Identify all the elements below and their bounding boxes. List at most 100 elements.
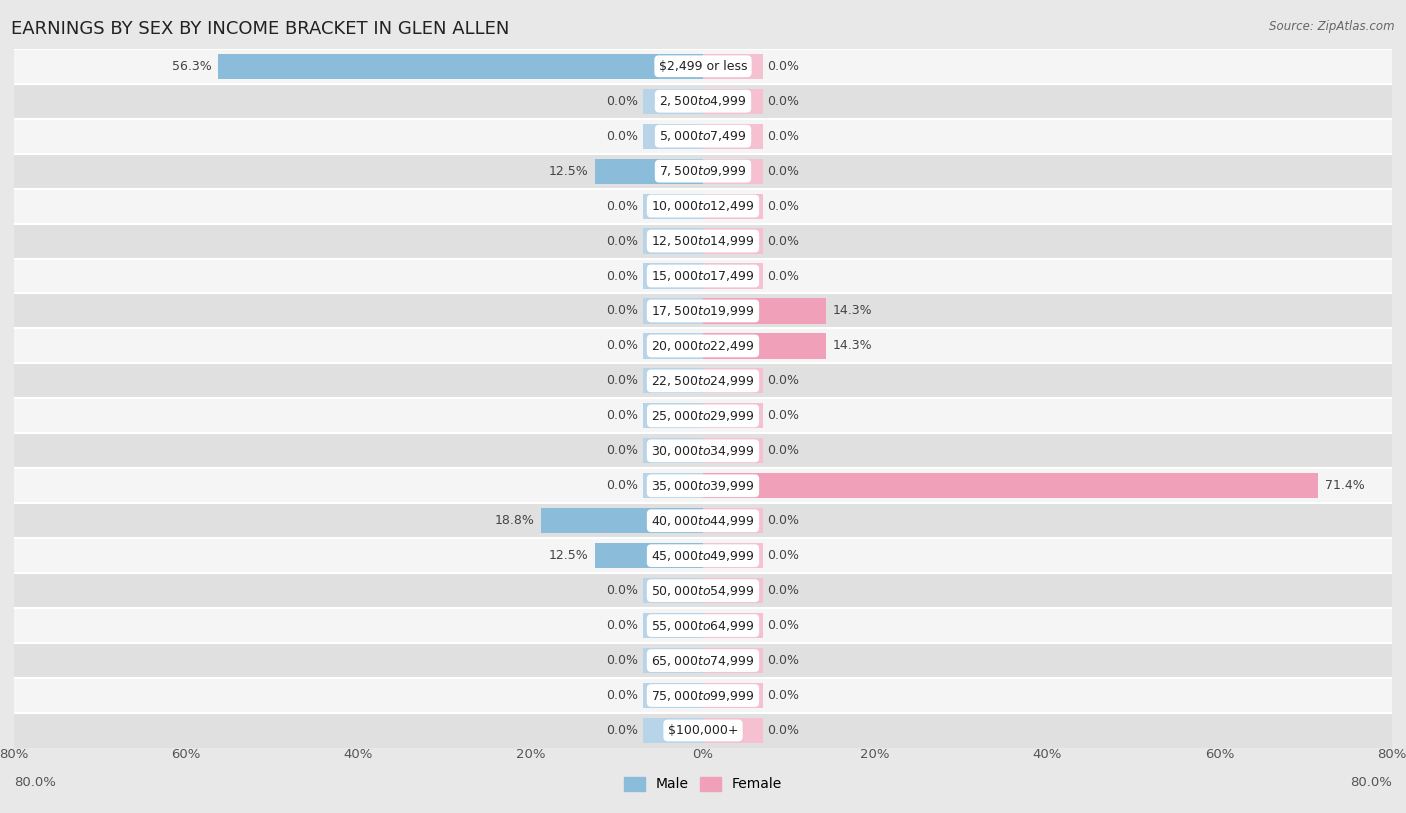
Bar [703, 54, 763, 79]
Text: 0.0%: 0.0% [768, 235, 800, 247]
Text: 20%: 20% [860, 748, 890, 761]
Text: $15,000 to $17,499: $15,000 to $17,499 [651, 269, 755, 283]
Bar [643, 124, 703, 149]
Text: $5,000 to $7,499: $5,000 to $7,499 [659, 129, 747, 143]
Bar [14, 573, 1392, 608]
Bar [703, 368, 763, 393]
Text: 60%: 60% [172, 748, 201, 761]
Text: 0.0%: 0.0% [606, 340, 638, 352]
Bar [643, 228, 703, 254]
Text: 0.0%: 0.0% [606, 130, 638, 142]
Text: 0.0%: 0.0% [768, 654, 800, 667]
Text: 0.0%: 0.0% [768, 620, 800, 632]
Text: $25,000 to $29,999: $25,000 to $29,999 [651, 409, 755, 423]
Text: 0.0%: 0.0% [768, 165, 800, 177]
Bar [643, 263, 703, 289]
Bar [703, 613, 763, 638]
Text: 0.0%: 0.0% [606, 654, 638, 667]
Text: 60%: 60% [1205, 748, 1234, 761]
Text: 0.0%: 0.0% [768, 515, 800, 527]
Bar [14, 293, 1392, 328]
Bar [14, 259, 1392, 293]
Text: $10,000 to $12,499: $10,000 to $12,499 [651, 199, 755, 213]
Bar [14, 433, 1392, 468]
Text: $50,000 to $54,999: $50,000 to $54,999 [651, 584, 755, 598]
Bar [14, 363, 1392, 398]
Bar [14, 119, 1392, 154]
Text: 12.5%: 12.5% [548, 165, 589, 177]
Bar [643, 578, 703, 603]
Text: $2,499 or less: $2,499 or less [659, 60, 747, 72]
Text: $7,500 to $9,999: $7,500 to $9,999 [659, 164, 747, 178]
Text: Source: ZipAtlas.com: Source: ZipAtlas.com [1270, 20, 1395, 33]
Text: 0.0%: 0.0% [606, 445, 638, 457]
Text: 0%: 0% [693, 748, 713, 761]
Bar [703, 298, 827, 324]
Bar [703, 648, 763, 673]
Bar [643, 648, 703, 673]
Text: 0.0%: 0.0% [768, 270, 800, 282]
Bar [218, 54, 703, 79]
Text: 80%: 80% [1378, 748, 1406, 761]
Text: 0.0%: 0.0% [768, 550, 800, 562]
Text: 0.0%: 0.0% [768, 60, 800, 72]
Text: $2,500 to $4,999: $2,500 to $4,999 [659, 94, 747, 108]
Text: 18.8%: 18.8% [495, 515, 534, 527]
Text: 56.3%: 56.3% [172, 60, 211, 72]
Bar [14, 468, 1392, 503]
Bar [703, 124, 763, 149]
Bar [703, 403, 763, 428]
Text: $65,000 to $74,999: $65,000 to $74,999 [651, 654, 755, 667]
Bar [703, 473, 1317, 498]
Text: 0.0%: 0.0% [768, 724, 800, 737]
Text: 0.0%: 0.0% [768, 689, 800, 702]
Text: 0.0%: 0.0% [606, 480, 638, 492]
Text: 0.0%: 0.0% [606, 305, 638, 317]
Text: 0.0%: 0.0% [768, 410, 800, 422]
Text: 0.0%: 0.0% [768, 200, 800, 212]
Text: 40%: 40% [344, 748, 373, 761]
Bar [14, 84, 1392, 119]
Text: 0.0%: 0.0% [606, 689, 638, 702]
Bar [643, 613, 703, 638]
Bar [541, 508, 703, 533]
Bar [703, 263, 763, 289]
Bar [14, 154, 1392, 189]
Text: 14.3%: 14.3% [832, 305, 873, 317]
Bar [14, 49, 1392, 84]
Bar [703, 543, 763, 568]
Bar [703, 89, 763, 114]
Text: 12.5%: 12.5% [548, 550, 589, 562]
Text: 0.0%: 0.0% [768, 585, 800, 597]
Text: 0.0%: 0.0% [768, 130, 800, 142]
Text: 0.0%: 0.0% [606, 235, 638, 247]
Bar [14, 189, 1392, 224]
Bar [703, 508, 763, 533]
Text: $75,000 to $99,999: $75,000 to $99,999 [651, 689, 755, 702]
Text: 80%: 80% [0, 748, 28, 761]
Text: $45,000 to $49,999: $45,000 to $49,999 [651, 549, 755, 563]
Bar [703, 578, 763, 603]
Text: 0.0%: 0.0% [606, 620, 638, 632]
Bar [14, 224, 1392, 259]
Text: $35,000 to $39,999: $35,000 to $39,999 [651, 479, 755, 493]
Bar [14, 608, 1392, 643]
Text: 80.0%: 80.0% [1350, 776, 1392, 789]
Text: 40%: 40% [1033, 748, 1062, 761]
Text: $55,000 to $64,999: $55,000 to $64,999 [651, 619, 755, 633]
Text: 0.0%: 0.0% [606, 585, 638, 597]
Text: 0.0%: 0.0% [768, 95, 800, 107]
Bar [643, 193, 703, 219]
Bar [703, 333, 827, 359]
Bar [643, 473, 703, 498]
Bar [643, 89, 703, 114]
Bar [703, 228, 763, 254]
Bar [643, 403, 703, 428]
Text: $17,500 to $19,999: $17,500 to $19,999 [651, 304, 755, 318]
Text: 14.3%: 14.3% [832, 340, 873, 352]
Text: 0.0%: 0.0% [606, 410, 638, 422]
Bar [703, 193, 763, 219]
Bar [14, 328, 1392, 363]
Text: 80.0%: 80.0% [14, 776, 56, 789]
Bar [643, 718, 703, 743]
